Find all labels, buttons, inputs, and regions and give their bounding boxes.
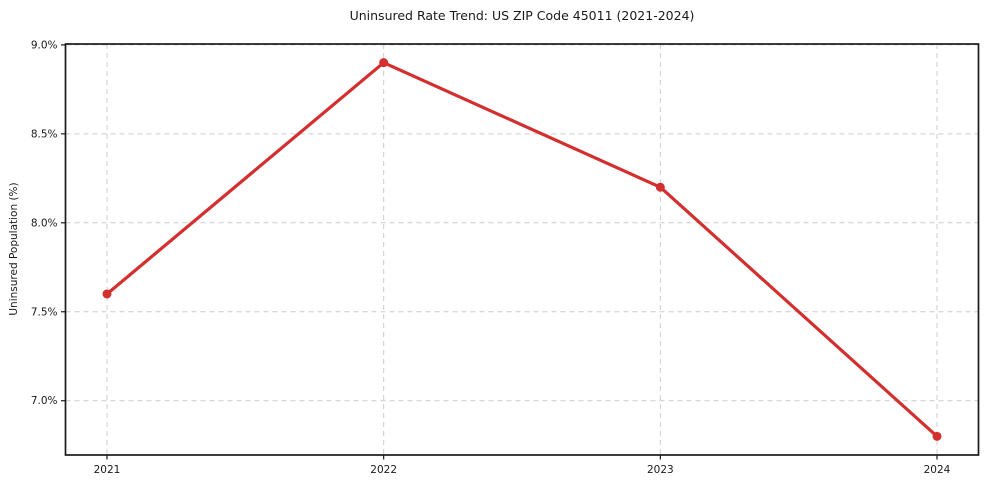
data-point: [932, 431, 942, 441]
x-tick-label: 2023: [647, 464, 674, 476]
data-point: [655, 182, 665, 192]
y-tick-label: 8.0%: [31, 217, 58, 229]
y-tick-label: 9.0%: [31, 39, 58, 51]
x-tick-label: 2022: [370, 464, 397, 476]
data-point: [379, 58, 389, 68]
trend-line: [105, 61, 939, 438]
x-tick-label: 2021: [94, 464, 121, 476]
plot-frame: [64, 43, 980, 456]
x-tick-label: 2024: [924, 464, 951, 476]
y-tick-label: 7.0%: [31, 395, 58, 407]
data-point: [102, 289, 112, 299]
y-tick-label: 7.5%: [31, 306, 58, 318]
y-tick-label: 8.5%: [31, 128, 58, 140]
chart-title: Uninsured Rate Trend: US ZIP Code 45011 …: [349, 8, 695, 23]
